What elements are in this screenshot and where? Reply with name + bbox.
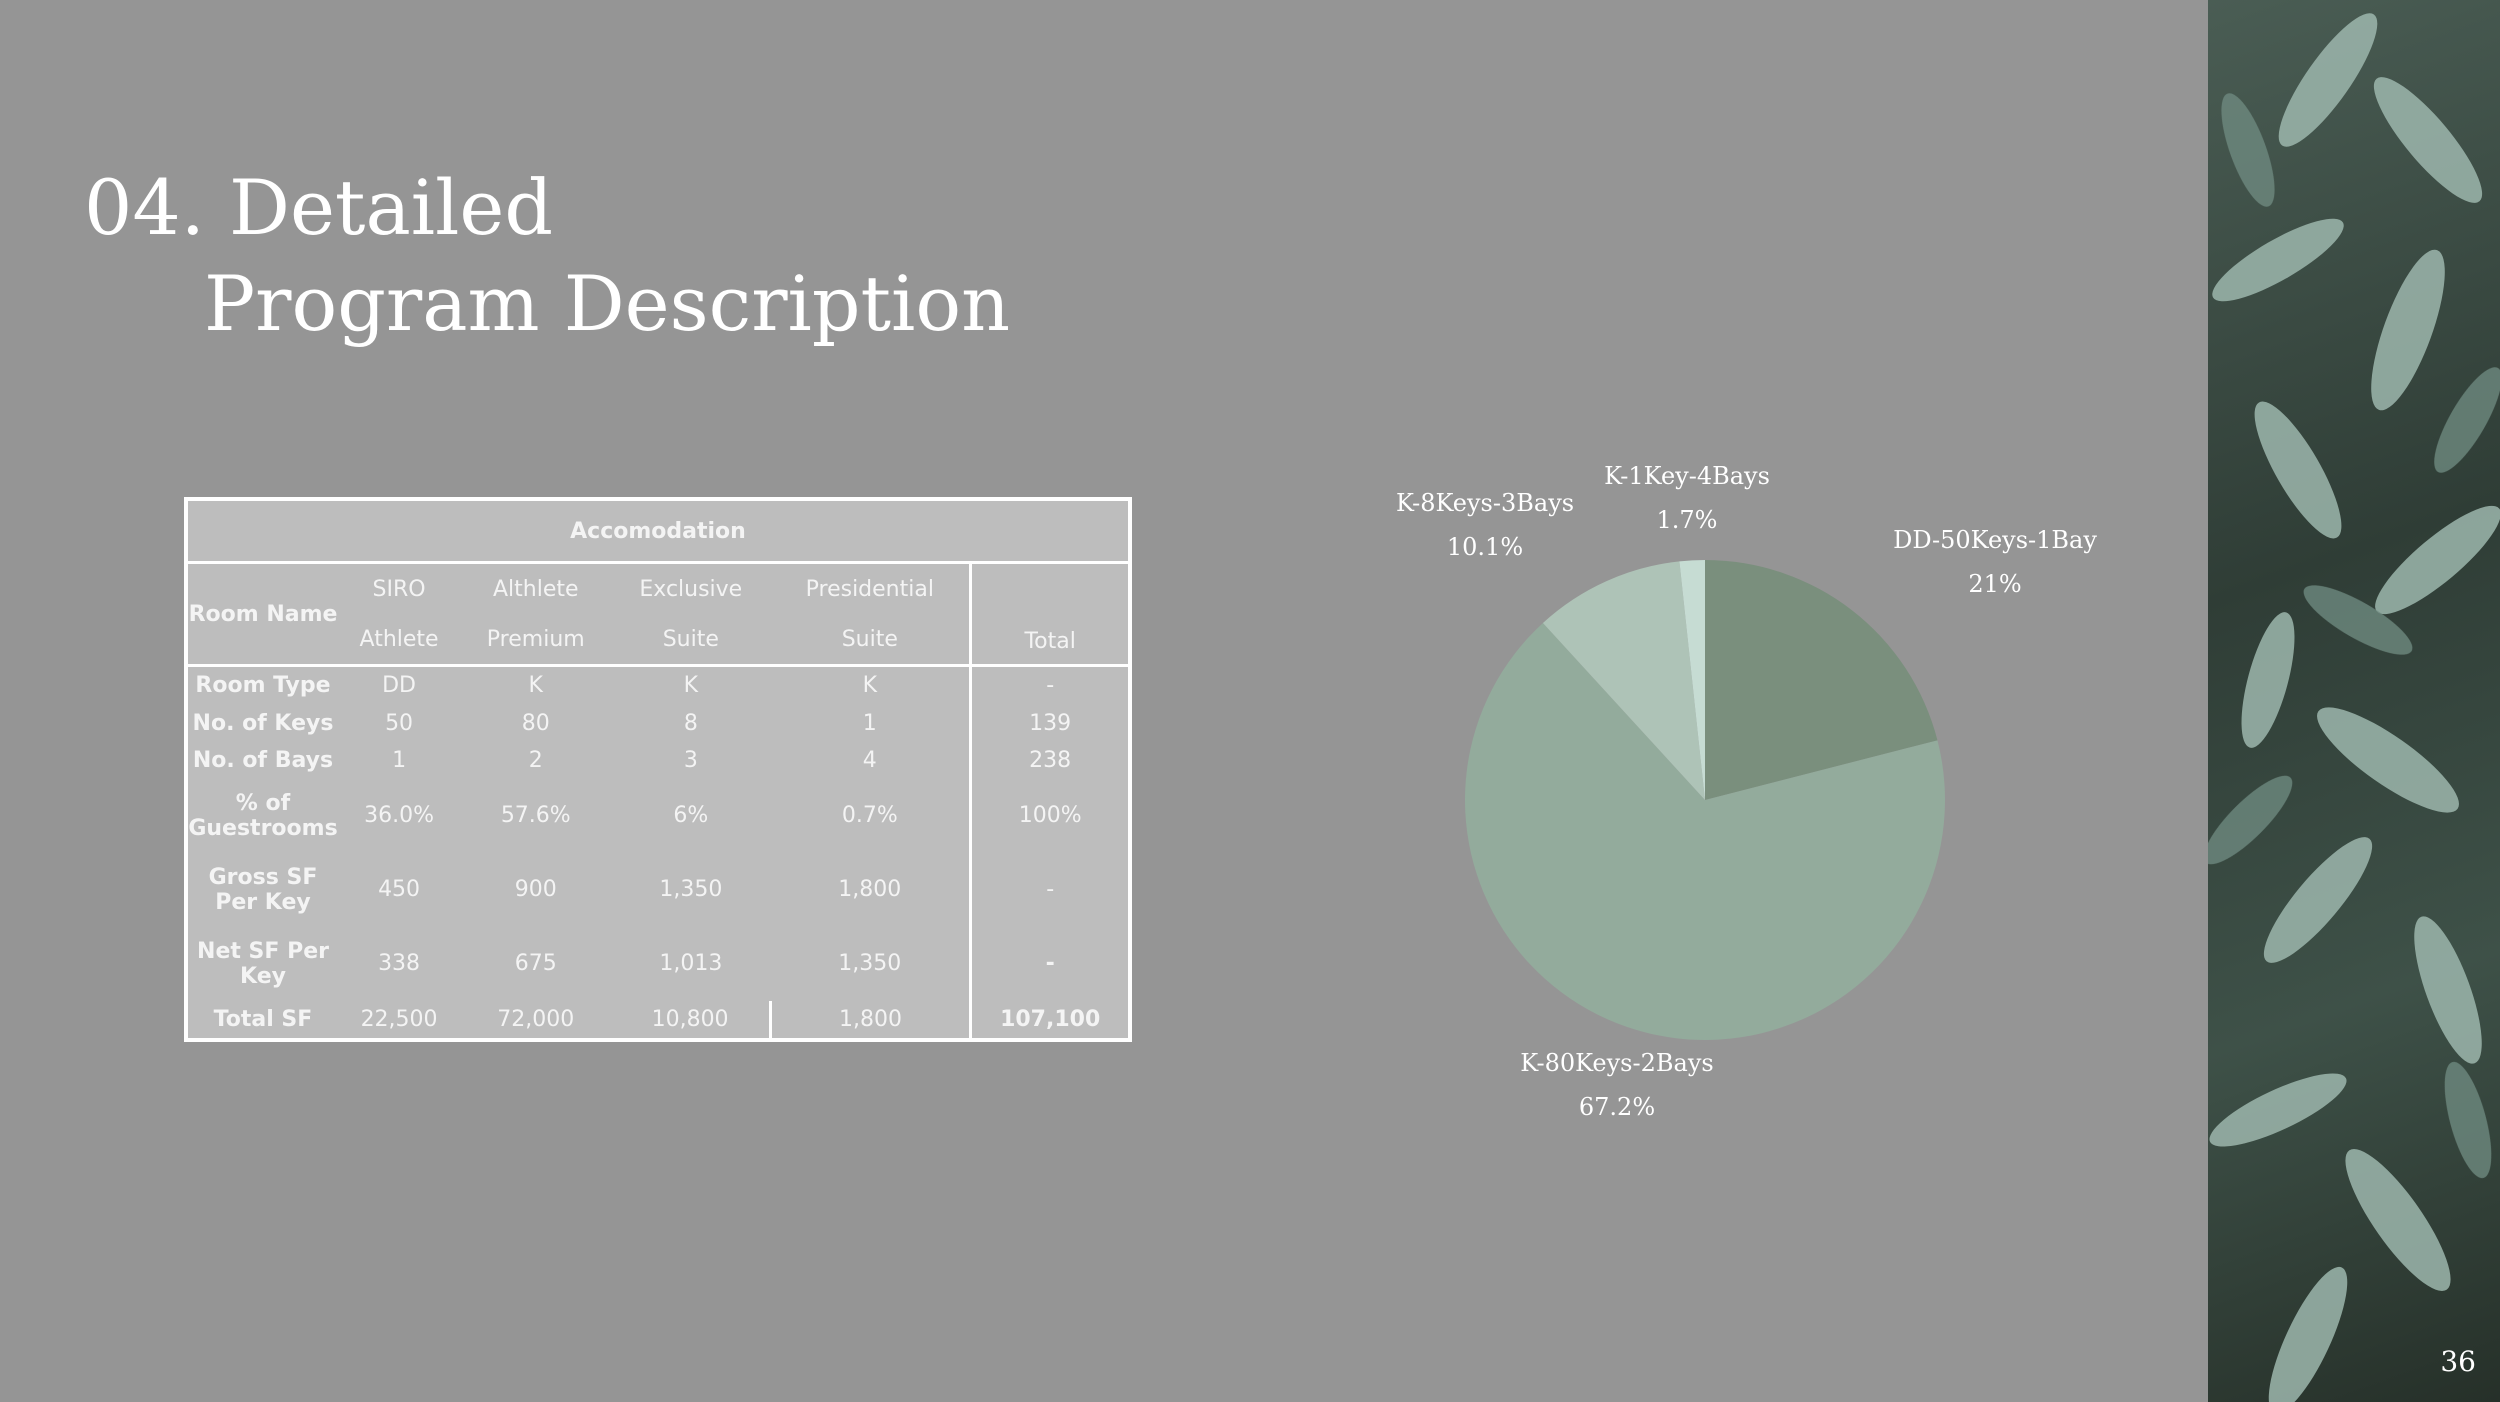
table-row: No. of Bays 1 2 3 4 238 [188,741,1128,779]
col1-header-bottom: Athlete [359,626,439,652]
table-cell-total: - [969,663,1128,705]
col4-header-bottom: Suite [841,626,898,652]
pie-slice [1542,561,1705,800]
table-caption-row: Accomodation [188,501,1128,564]
table-cell: 72,000 [497,1006,575,1032]
table-cell: 22,500 [360,1006,438,1032]
total-header: Total [969,562,1128,666]
table-cell-total: - [969,926,1128,1001]
row-label: Total SF [213,1006,313,1032]
table-cell: 3 [683,747,698,773]
slide-title: 04. Detailed Program Description [84,160,1010,352]
row-label: % of Guestrooms [188,790,338,841]
col3-header-top: Exclusive [639,576,743,602]
table-row: % of Guestrooms 36.0% 57.6% 6% 0.7% 100% [188,778,1128,853]
table-row: Room Type DD K K K - [188,663,1128,705]
row-label: Gross SF Per Key [208,864,318,915]
table-cell: 1,350 [838,951,902,977]
pie-slice-value: 67.2% [1579,1093,1655,1121]
table-caption: Accomodation [188,501,1128,564]
pie-slice-label: DD-50Keys-1Bay [1893,526,2097,554]
table-cell: DD [338,663,461,705]
table-cell-total: 139 [969,704,1128,742]
table-cell-total: - [969,852,1128,927]
table-cell: 1,013 [659,951,723,977]
table-cell: K [770,663,971,705]
table-row: Net SF Per Key 338 675 1,013 1,350 - [188,926,1128,1001]
table-cell: 450 [378,877,421,903]
pie-slice [1465,622,1945,1040]
table-header-row-top: Room Name SIRO Althlete Exclusive Presid… [188,562,1128,666]
col3-header-bottom: Suite [662,626,719,652]
col4-header-top: Presidential [805,576,934,602]
table-cell: 1 [392,747,407,773]
table-cell: K [611,663,771,705]
col2-header-bottom: Premium [486,626,585,652]
accommodation-table-grid: Accomodation Room Name SIRO Althlete Exc… [188,501,1128,1038]
table-row: Gross SF Per Key 450 900 1,350 1,800 - [188,852,1128,927]
pie-slice [1705,560,1938,800]
page-number: 36 [2440,1345,2476,1378]
table-cell: 10,800 [651,1006,729,1032]
table-cell: 6% [673,803,709,829]
leaves-photo: 36 [2208,0,2500,1402]
table-cell: 80 [521,710,550,736]
pie-slice-value: 21% [1968,570,2021,598]
table-cell-total: 100% [969,778,1128,853]
col2-header-top: Althlete [492,576,579,602]
table-cell: 50 [385,710,414,736]
table-cell: 0.7% [841,803,898,829]
accommodation-table: Accomodation Room Name SIRO Althlete Exc… [184,497,1132,1042]
table-cell-total: 238 [969,741,1128,779]
pie-slice [1679,560,1705,800]
room-name-header: Room Name [188,601,338,627]
table-cell: 1,800 [768,1000,971,1038]
col1-header-top: SIRO [372,576,426,602]
pie-slice-value: 1.7% [1657,506,1718,534]
table-cell: 900 [514,877,557,903]
title-line-1: 04. Detailed [84,163,554,252]
pie-slice-label: K-1Key-4Bays [1604,462,1770,490]
title-line-2: Program Description [204,259,1011,348]
table-cell: 675 [514,951,557,977]
table-cell: 8 [683,710,698,736]
table-cell: 1 [862,710,877,736]
table-cell: 1,800 [838,877,902,903]
table-cell: 57.6% [500,803,571,829]
pie-slice-label: K-8Keys-3Bays [1396,489,1574,517]
table-cell: 36.0% [364,803,434,829]
row-label: Room Type [188,663,338,705]
table-row: Total SF 22,500 72,000 10,800 1,800 107,… [188,1000,1128,1038]
table-cell: K [460,663,612,705]
pie-slice-label: K-80Keys-2Bays [1520,1049,1713,1077]
table-cell: 338 [378,951,421,977]
table-cell-total: 107,100 [969,1000,1128,1038]
row-label: No. of Bays [192,747,334,773]
table-cell: 4 [862,747,877,773]
pie-slice-value: 10.1% [1447,533,1523,561]
table-cell: 1,350 [659,877,723,903]
row-label: Net SF Per Key [197,938,329,989]
table-header-row-bottom: Athlete Premium Suite Suite [188,614,1128,666]
leaf-illustration [2208,13,2500,1402]
row-label: No. of Keys [192,710,334,736]
pie-chart: DD-50Keys-1Bay 21% K-80Keys-2Bays 67.2% K-8K… [1396,462,2097,1121]
table-row: No. of Keys 50 80 8 1 139 [188,704,1128,742]
table-cell: 2 [528,747,543,773]
